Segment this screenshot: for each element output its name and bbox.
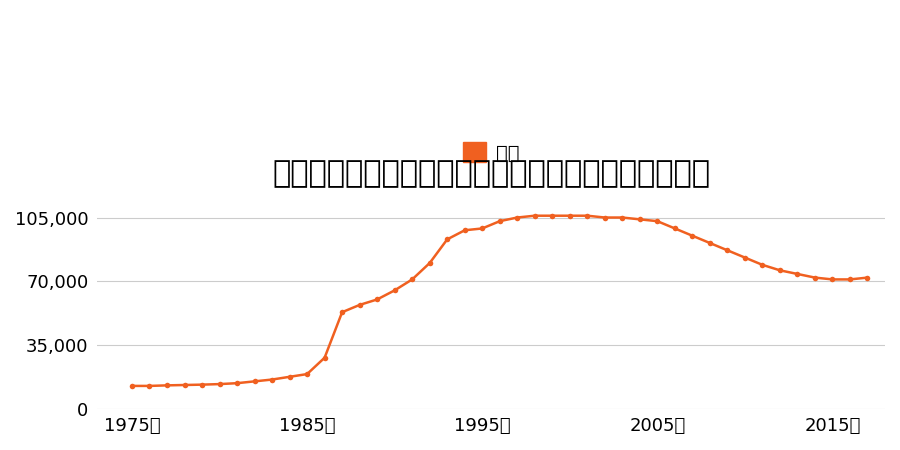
Legend: 価格: 価格 [454, 135, 527, 171]
Text: 大分県大分市大字関園字中ノ島２５２番２の地価推移: 大分県大分市大字関園字中ノ島２５２番２の地価推移 [272, 159, 710, 188]
